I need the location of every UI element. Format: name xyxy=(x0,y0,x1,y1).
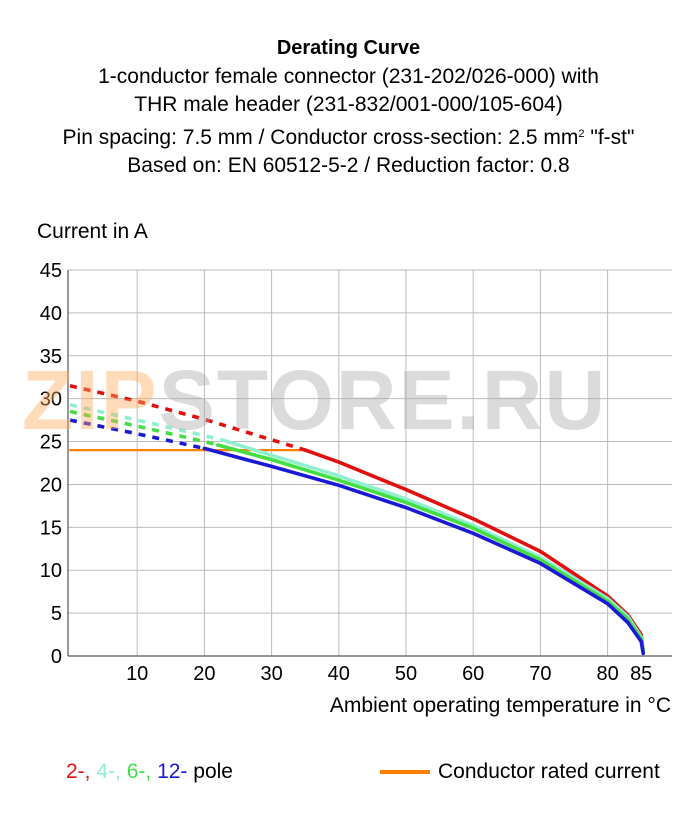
x-tick-label: 40 xyxy=(328,663,350,685)
x-tick-label: 20 xyxy=(193,663,215,685)
y-tick-label: 40 xyxy=(40,303,62,325)
y-tick-label: 0 xyxy=(51,646,62,668)
x-tick-label: 70 xyxy=(529,663,551,685)
series-2-dashed-line xyxy=(69,384,306,452)
x-tick-label: 80 xyxy=(596,663,618,685)
y-tick-label: 35 xyxy=(40,346,62,368)
y-tick-label: 5 xyxy=(51,603,62,625)
y-axis-label: Current in A xyxy=(37,220,148,243)
x-tick-label: 10 xyxy=(126,663,148,685)
chart-subtitle-line2: THR male header (231-832/001-000/105-604… xyxy=(134,93,563,116)
y-tick-label: 10 xyxy=(40,560,62,582)
series-6-dashed-line xyxy=(69,409,219,447)
chart-title: Derating Curve xyxy=(276,37,421,59)
x-tick-label: 85 xyxy=(630,663,652,685)
chart-subtitle-line3: Pin spacing: 7.5 mm / Conductor cross-se… xyxy=(0,120,697,153)
legend-rated-current: Conductor rated current xyxy=(380,760,660,784)
chart-subtitle-line4: Based on: EN 60512-5-2 / Reduction facto… xyxy=(127,154,570,177)
y-tick-label: 30 xyxy=(40,389,62,411)
x-axis-label: Ambient operating temperature in °C xyxy=(329,694,671,717)
legend-poles: 2-, 4-, 6-, 12- pole xyxy=(66,760,233,784)
series-12-dashed-line xyxy=(69,418,205,451)
legend-6-pole: 6-, xyxy=(126,760,152,783)
y-tick-label: 45 xyxy=(40,260,62,282)
legend-pole-word: pole xyxy=(193,760,233,783)
y-tick-label: 15 xyxy=(40,517,62,539)
x-tick-label: 30 xyxy=(260,663,282,685)
series-12-line xyxy=(202,446,646,656)
y-tick-label: 20 xyxy=(40,474,62,496)
legend-2-pole: 2-, xyxy=(66,760,91,783)
plot-area xyxy=(68,270,672,656)
x-tick-label: 50 xyxy=(395,663,417,685)
y-tick-label: 25 xyxy=(40,432,62,454)
line3-superscript: 2 xyxy=(578,127,585,140)
series-4-dashed-line xyxy=(69,402,226,443)
x-tick-label: 60 xyxy=(462,663,484,685)
legend-12-pole: 12- xyxy=(157,760,188,783)
line3-text: Pin spacing: 7.5 mm / Conductor cross-se… xyxy=(62,125,579,149)
legend-rated-swatch xyxy=(380,770,430,774)
legend-rated-label: Conductor rated current xyxy=(438,760,660,783)
title-block: Derating Curve 1-conductor female connec… xyxy=(0,34,697,181)
chart-subtitle-line1: 1-conductor female connector (231-202/02… xyxy=(98,64,599,88)
legend-4-pole: 4-, xyxy=(96,760,121,783)
line3-suffix: "f-st" xyxy=(584,125,635,149)
